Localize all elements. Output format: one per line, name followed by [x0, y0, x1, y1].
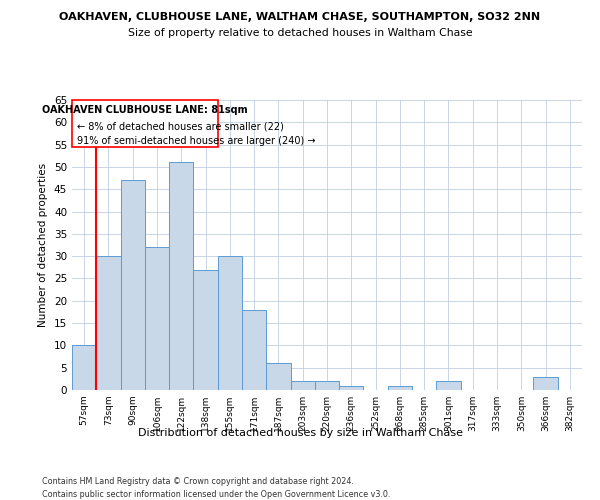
Text: Contains public sector information licensed under the Open Government Licence v3: Contains public sector information licen…: [42, 490, 391, 499]
Bar: [290, 381, 315, 390]
Bar: [121, 180, 145, 390]
Bar: [266, 363, 290, 390]
Bar: [315, 381, 339, 390]
Text: OAKHAVEN CLUBHOUSE LANE: 81sqm: OAKHAVEN CLUBHOUSE LANE: 81sqm: [42, 105, 248, 115]
Text: Size of property relative to detached houses in Waltham Chase: Size of property relative to detached ho…: [128, 28, 472, 38]
Bar: [388, 386, 412, 390]
Text: OAKHAVEN, CLUBHOUSE LANE, WALTHAM CHASE, SOUTHAMPTON, SO32 2NN: OAKHAVEN, CLUBHOUSE LANE, WALTHAM CHASE,…: [59, 12, 541, 22]
Text: Distribution of detached houses by size in Waltham Chase: Distribution of detached houses by size …: [137, 428, 463, 438]
Text: Contains HM Land Registry data © Crown copyright and database right 2024.: Contains HM Land Registry data © Crown c…: [42, 478, 354, 486]
Bar: [96, 256, 121, 390]
Bar: [193, 270, 218, 390]
Bar: [72, 346, 96, 390]
Bar: [436, 381, 461, 390]
Bar: [145, 247, 169, 390]
Text: 91% of semi-detached houses are larger (240) →: 91% of semi-detached houses are larger (…: [77, 136, 316, 146]
Y-axis label: Number of detached properties: Number of detached properties: [38, 163, 49, 327]
Bar: [242, 310, 266, 390]
Bar: [218, 256, 242, 390]
Text: ← 8% of detached houses are smaller (22): ← 8% of detached houses are smaller (22): [77, 121, 284, 131]
Bar: [533, 376, 558, 390]
Bar: [339, 386, 364, 390]
Bar: [169, 162, 193, 390]
